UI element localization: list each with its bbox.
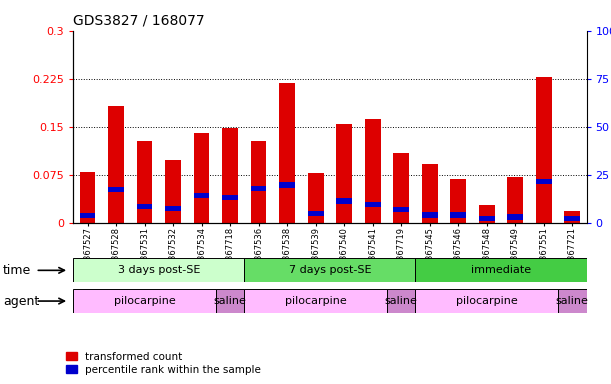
Text: immediate: immediate (471, 265, 531, 275)
Bar (244, 258, 415, 282)
Bar (222, 128, 238, 223)
Bar (536, 179, 552, 184)
Bar (251, 141, 266, 223)
Bar (165, 206, 181, 211)
Bar (565, 211, 580, 223)
Bar (336, 124, 352, 223)
Bar (137, 204, 152, 209)
Bar (479, 205, 495, 223)
Bar (365, 202, 381, 207)
Bar (308, 211, 324, 216)
Bar (108, 187, 124, 192)
Bar (450, 212, 466, 218)
Bar (73, 289, 216, 313)
Bar (194, 133, 210, 223)
Bar (450, 179, 466, 223)
Bar (165, 160, 181, 223)
Bar (387, 289, 415, 313)
Bar (79, 213, 95, 218)
Bar (422, 212, 437, 218)
Bar (507, 214, 523, 220)
Text: pilocarpine: pilocarpine (285, 296, 346, 306)
Bar (194, 193, 210, 199)
Bar (415, 258, 587, 282)
Bar (222, 195, 238, 200)
Text: 3 days post-SE: 3 days post-SE (118, 265, 200, 275)
Bar (279, 83, 295, 223)
Bar (536, 77, 552, 223)
Text: pilocarpine: pilocarpine (114, 296, 175, 306)
Text: time: time (3, 264, 31, 277)
Bar (308, 174, 324, 223)
Bar (415, 289, 558, 313)
Text: saline: saline (214, 296, 247, 306)
Text: agent: agent (3, 295, 39, 308)
Bar (558, 289, 587, 313)
Bar (137, 141, 152, 223)
Bar (251, 185, 266, 191)
Bar (79, 172, 95, 223)
Bar (393, 207, 409, 212)
Bar (479, 216, 495, 221)
Text: pilocarpine: pilocarpine (456, 296, 518, 306)
Bar (336, 199, 352, 204)
Text: GDS3827 / 168077: GDS3827 / 168077 (73, 13, 205, 27)
Bar (565, 216, 580, 222)
Text: saline: saline (385, 296, 418, 306)
Text: 7 days post-SE: 7 days post-SE (288, 265, 371, 275)
Bar (216, 289, 244, 313)
Text: saline: saline (556, 296, 589, 306)
Bar (507, 177, 523, 223)
Bar (244, 289, 387, 313)
Bar (279, 182, 295, 187)
Legend: transformed count, percentile rank within the sample: transformed count, percentile rank withi… (67, 352, 261, 375)
Bar (365, 119, 381, 223)
Bar (73, 258, 244, 282)
Bar (393, 153, 409, 223)
Bar (422, 164, 437, 223)
Bar (108, 106, 124, 223)
